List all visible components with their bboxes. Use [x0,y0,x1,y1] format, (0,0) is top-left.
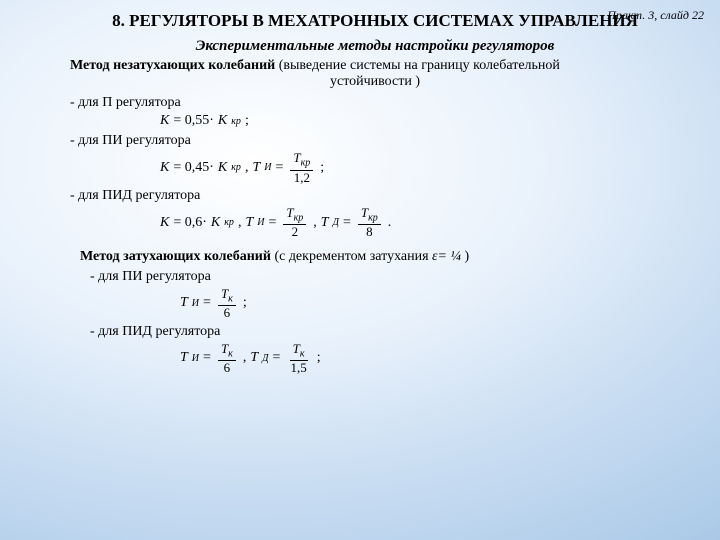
sub-i: И [192,353,199,364]
fraction: Tк 6 [218,342,236,375]
sep: , [245,160,249,176]
slide-number: Практ. 3, слайд 22 [607,8,704,23]
frac-den: 8 [363,225,376,239]
frac-den: 1,2 [291,171,313,185]
method1-description: Метод незатухающих колебаний (выведение … [70,57,680,91]
eq-text: = [343,215,351,231]
method1-line2: устойчивости ) [70,73,680,91]
sub-d: Д [333,217,339,228]
frac-num-sub: кр [368,213,378,224]
sep: , [243,350,247,366]
method2-name: Метод затухающих колебаний [80,249,271,264]
method2-description: Метод затухающих колебаний (с декременто… [80,249,680,265]
eq-text: = 0,6· [173,215,207,231]
sep: , [238,215,242,231]
sub-i: И [192,298,199,309]
formula-tail: ; [320,160,324,176]
eq-text: = 0,55· [173,113,214,129]
m2-pid-regulator-label: - для ПИД регулятора [90,324,680,340]
method1-tail: (выведение системы на границу колебатель… [275,58,560,73]
sub-d: Д [262,353,268,364]
frac-num-sub: кр [294,213,304,224]
var-ti: T [245,215,253,231]
p-regulator-formula: K = 0,55· Kкр ; [160,113,680,129]
frac-num-sub: к [228,348,233,359]
eq-text: = [273,350,281,366]
slide-content: 8. РЕГУЛЯТОРЫ В МЕХАТРОННЫХ СИСТЕМАХ УПР… [0,0,720,374]
frac-num-var: T [293,341,300,356]
fraction: Tкр 8 [358,206,381,239]
var-td: T [321,215,329,231]
frac-den: 6 [221,361,234,375]
fraction: Tкр 2 [283,206,306,239]
m2-pid-regulator-formula: TИ = Tк 6 , TД = Tк 1,5 ; [180,342,680,375]
eq-text: = [203,350,211,366]
pid-regulator-formula: K = 0,6· Kкр , TИ = Tкр 2 , TД = Tкр 8 . [160,206,680,239]
m2-pi-regulator-label: - для ПИ регулятора [90,269,680,285]
var-k: K [160,113,169,129]
formula-tail: ; [243,295,247,311]
sub-kr: кр [231,116,241,127]
method2-eps: ε= ¼ [432,249,461,264]
formula-tail: . [388,215,392,231]
var-ti: T [180,295,188,311]
sep: , [313,215,317,231]
eq-text: = 0,45· [173,160,214,176]
var-kkr: K [218,160,227,176]
eq-text: = [268,215,276,231]
page-title: 8. РЕГУЛЯТОРЫ В МЕХАТРОННЫХ СИСТЕМАХ УПР… [70,10,680,32]
pi-regulator-formula: K = 0,45· Kкр , TИ = Tкр 1,2 ; [160,151,680,184]
pi-regulator-label: - для ПИ регулятора [70,133,680,149]
eq-text: = [275,160,283,176]
formula-tail: ; [317,350,321,366]
fraction: Tк 6 [218,287,236,320]
var-kkr: K [211,215,220,231]
method2-tail: ) [461,249,469,264]
pid-regulator-label: - для ПИД регулятора [70,188,680,204]
frac-num-var: T [293,150,300,165]
sub-kr: кр [224,217,234,228]
frac-num-sub: к [300,348,305,359]
sub-kr: кр [231,162,241,173]
frac-num-var: T [286,205,293,220]
frac-num-sub: к [228,294,233,305]
m2-pi-regulator-formula: TИ = Tк 6 ; [180,287,680,320]
frac-num-sub: кр [301,158,311,169]
var-td: T [250,350,258,366]
sub-i: И [257,217,264,228]
fraction: Tкр 1,2 [290,151,313,184]
var-k: K [160,215,169,231]
frac-den: 1,5 [287,361,309,375]
eq-text: = [203,295,211,311]
method2-rest: (с декрементом затухания [271,249,432,264]
fraction: Tк 1,5 [287,342,309,375]
subtitle: Экспериментальные методы настройки регул… [70,38,680,55]
var-ti: T [252,160,260,176]
var-k: K [160,160,169,176]
p-regulator-label: - для П регулятора [70,95,680,111]
frac-den: 6 [221,306,234,320]
method1-name: Метод незатухающих колебаний [70,58,275,73]
var-ti: T [180,350,188,366]
var-kkr: K [218,113,227,129]
sub-i: И [264,162,271,173]
formula-tail: ; [245,113,249,129]
frac-den: 2 [289,225,302,239]
